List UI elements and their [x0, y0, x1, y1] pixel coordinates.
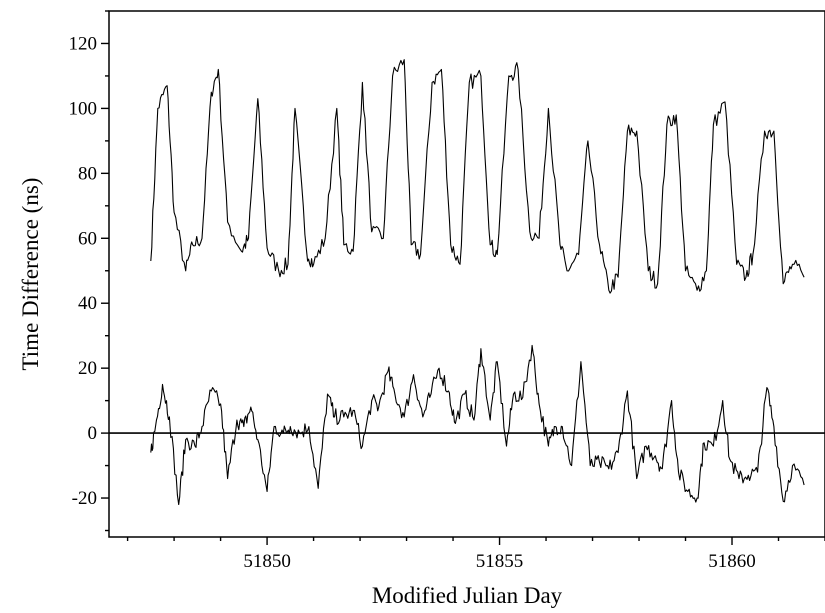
- y-tick-label: 60: [78, 228, 97, 249]
- y-tick-label: 20: [78, 358, 97, 379]
- series-line-2: [150, 344, 805, 506]
- y-tick-label: 120: [69, 33, 98, 54]
- y-axis-title: Time Difference (ns): [18, 178, 43, 371]
- y-axis-ticks: -20 0 20 40 60 80 100 120: [69, 10, 109, 532]
- x-tick-label: 51855: [476, 551, 524, 572]
- y-tick-label: -20: [72, 488, 97, 509]
- y-tick-label: 80: [78, 163, 97, 184]
- x-axis-ticks: 51850 51855 51860: [126, 537, 825, 572]
- x-tick-label: 51850: [243, 551, 291, 572]
- y-tick-label: 0: [88, 423, 98, 444]
- x-axis-title: Modified Julian Day: [372, 583, 563, 608]
- series-line-1: [150, 59, 805, 294]
- y-tick-label: 40: [78, 293, 97, 314]
- plot-frame: [108, 10, 825, 538]
- y-tick-label: 100: [69, 98, 98, 119]
- series-group: [150, 59, 805, 506]
- x-tick-label: 51860: [708, 551, 756, 572]
